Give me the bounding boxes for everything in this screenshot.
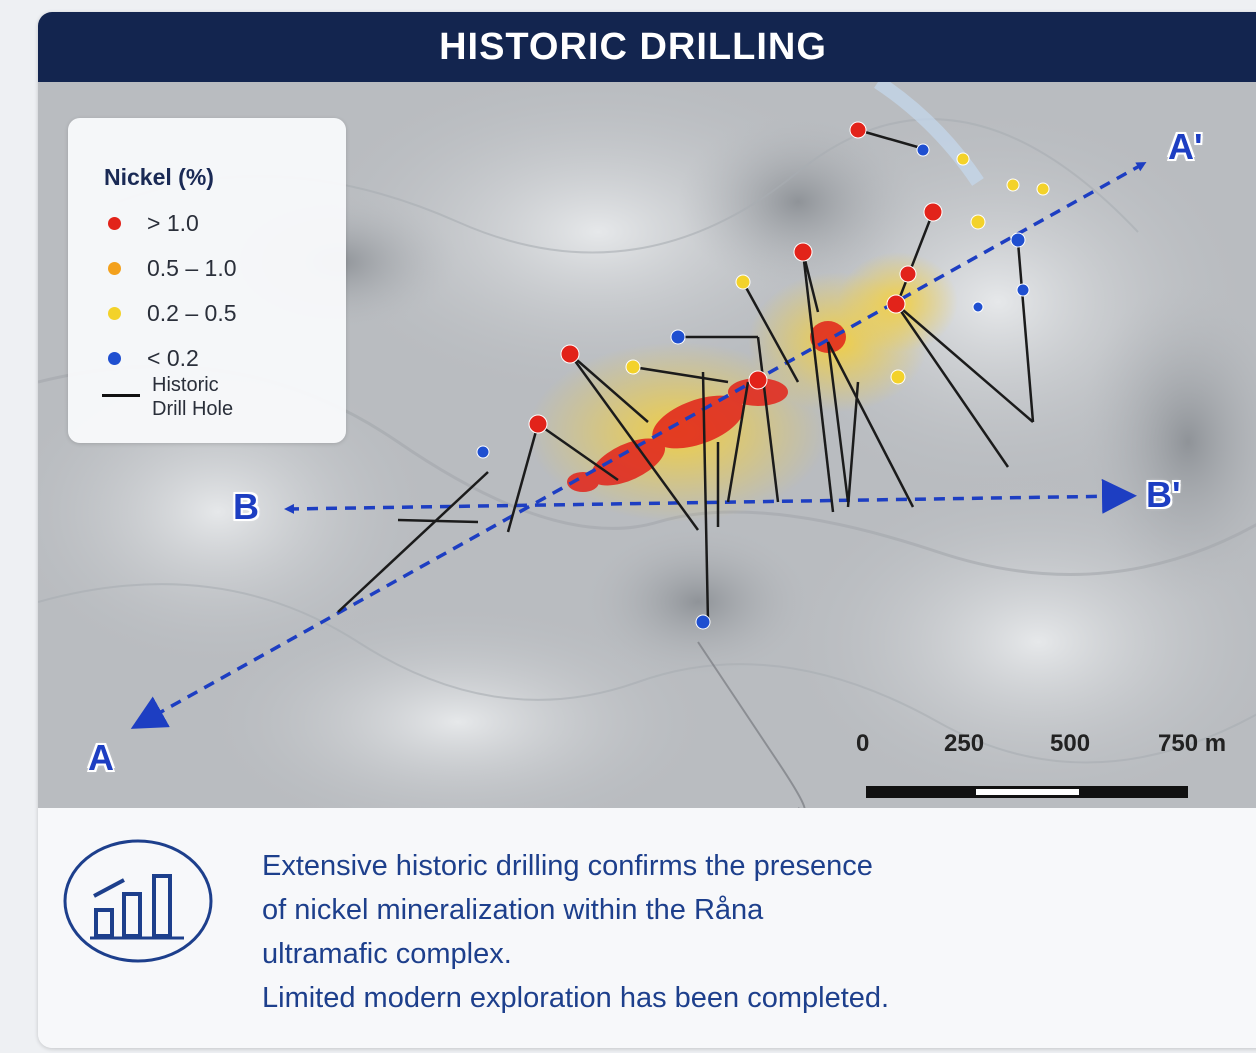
legend-drill-hole-label: Historic Drill Hole xyxy=(152,373,233,421)
legend-drill-hole-line1: Historic xyxy=(152,374,219,396)
historic-drilling-card: HISTORIC DRILLING xyxy=(38,12,1256,1048)
legend-item-0-5-1: 0.5 – 1.0 xyxy=(108,253,237,283)
legend-label: < 0.2 xyxy=(147,344,199,371)
scale-label-750: 750 m xyxy=(1158,730,1227,757)
section-label-a-prime: A' xyxy=(1168,126,1203,167)
legend-dot-red xyxy=(108,216,121,230)
drill-hole-line-icon xyxy=(102,393,140,397)
legend-title: Nickel (%) xyxy=(104,164,214,190)
footer-line: Limited modern exploration has been comp… xyxy=(262,982,890,1014)
section-label-a: A xyxy=(88,737,114,778)
footer-panel: Extensive historic drilling confirms the… xyxy=(38,808,1256,1048)
section-label-b: B xyxy=(233,486,259,527)
scale-label-500: 500 xyxy=(1050,730,1091,757)
section-lines xyxy=(130,162,1147,729)
legend-drill-hole-line2: Drill Hole xyxy=(152,398,234,420)
map-graphics xyxy=(38,82,1256,808)
scale-label-0: 0 xyxy=(856,730,870,757)
drilling-map[interactable]: Nickel (%) > 1.0 0.5 – 1.0 0.2 – 0.5 < 0… xyxy=(38,82,1256,808)
drill-collars xyxy=(476,121,1050,630)
legend-item-drill-hole xyxy=(102,380,154,410)
section-line-b xyxy=(287,478,1137,514)
legend-dot-orange xyxy=(108,261,121,275)
scale-bar xyxy=(866,786,1188,798)
legend-item-lt-0-2: < 0.2 xyxy=(108,343,199,373)
legend-item-0-2-0-5: 0.2 – 0.5 xyxy=(108,298,237,328)
footer-line: of nickel mineralization within the Råna xyxy=(262,894,764,926)
bar-chart-growth-icon xyxy=(63,839,213,963)
legend-label: 0.2 – 0.5 xyxy=(147,299,237,326)
section-label-b-prime: B' xyxy=(1146,474,1181,515)
scale-label-250: 250 xyxy=(944,730,985,757)
legend-item-gt-1: > 1.0 xyxy=(108,208,199,238)
page-title: HISTORIC DRILLING xyxy=(439,25,827,68)
legend-label: > 1.0 xyxy=(147,209,199,236)
legend-label: 0.5 – 1.0 xyxy=(147,254,237,281)
legend-dot-yellow xyxy=(108,306,121,320)
drill-holes xyxy=(337,128,1035,623)
section-line-a xyxy=(130,162,1144,729)
legend-panel: Nickel (%) > 1.0 0.5 – 1.0 0.2 – 0.5 < 0… xyxy=(68,118,346,443)
footer-line: ultramafic complex. xyxy=(262,938,512,970)
footer-description: Extensive historic drilling confirms the… xyxy=(262,844,1142,1020)
header-bar: HISTORIC DRILLING xyxy=(38,12,1256,82)
footer-line: Extensive historic drilling confirms the… xyxy=(262,850,873,882)
legend-dot-blue xyxy=(108,351,121,365)
